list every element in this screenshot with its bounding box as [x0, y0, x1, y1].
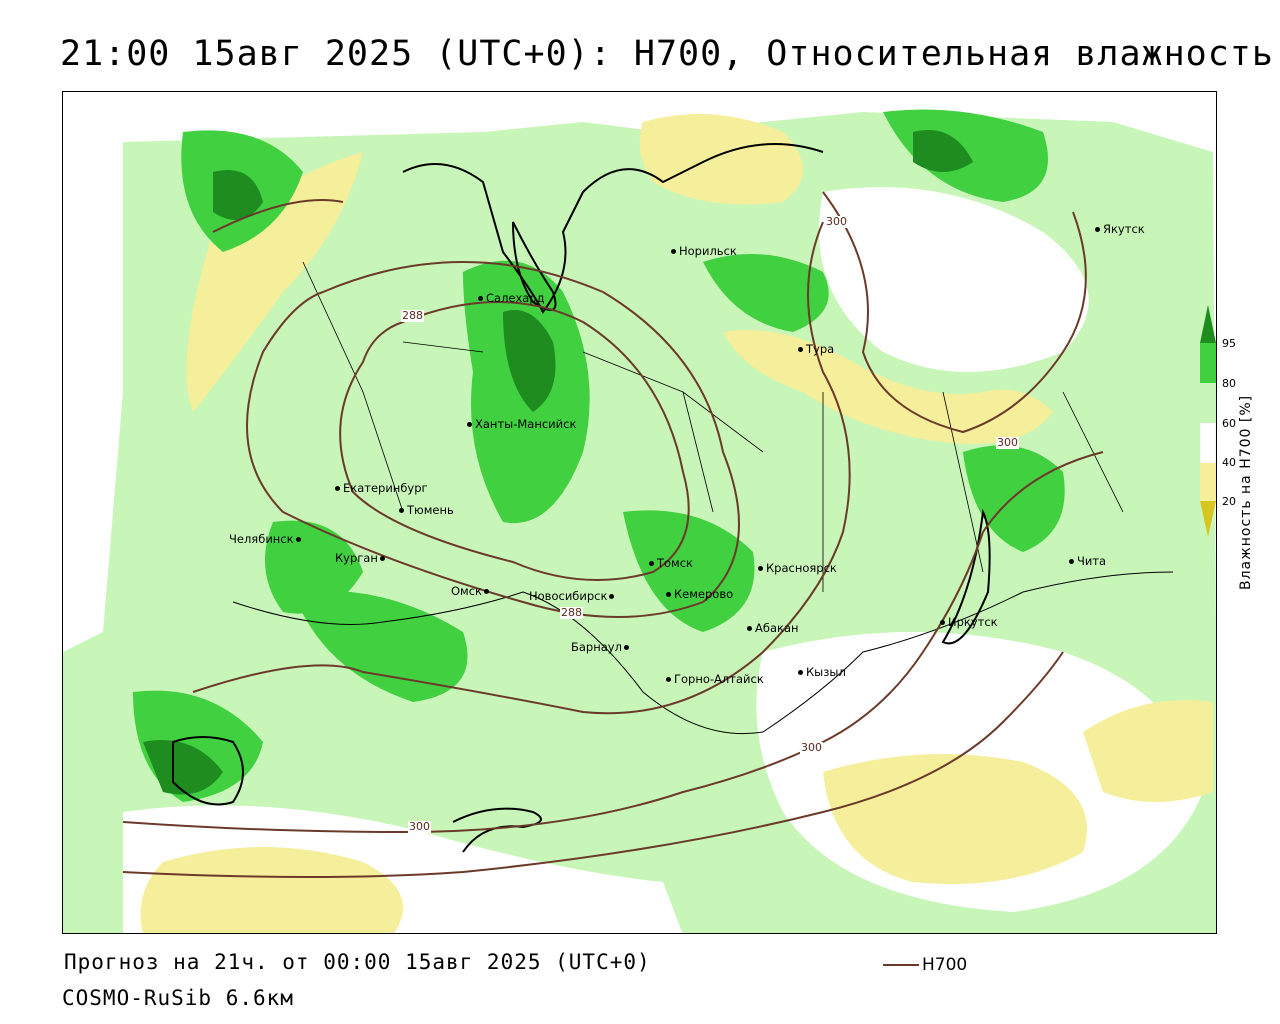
- humid-region-east: [963, 445, 1065, 552]
- contour-label: 288: [560, 606, 583, 619]
- city-yakutsk: Якутск: [1095, 222, 1145, 236]
- city-tyumen: Тюмень: [399, 503, 454, 517]
- border-russia-south: [232, 571, 1174, 735]
- contour-label: 300: [800, 741, 823, 754]
- colorbar-40-60: [1199, 422, 1217, 464]
- humid-region-putorana: [703, 254, 829, 332]
- colorbar-tick: 60: [1222, 417, 1236, 430]
- contour-300-a: [192, 199, 851, 715]
- colorbar-title: Влажность на H700 [%]: [1238, 394, 1254, 590]
- contour-label: 300: [996, 436, 1019, 449]
- h700-legend-label: H700: [922, 955, 968, 975]
- city-barnaul: Барнаул: [571, 640, 632, 654]
- colorbar-tick: 95: [1222, 337, 1236, 350]
- colorbar-tick: 40: [1222, 456, 1236, 469]
- very-humid-core-northeast: [913, 130, 973, 172]
- colorbar-80-95: [1200, 343, 1216, 383]
- city-gorno-altaysk: Горно-Алтайск: [666, 672, 764, 686]
- regional-borders: [302, 261, 1124, 592]
- city-norilsk: Норильск: [671, 244, 737, 258]
- contour-300-d: [822, 191, 1087, 434]
- colorbar-tick: 20: [1222, 495, 1236, 508]
- contour-288-inner: [339, 301, 690, 581]
- humidity-field: [63, 109, 1216, 933]
- model-name: COSMO-RuSib 6.6км: [62, 986, 294, 1010]
- city-omsk: Омск: [451, 584, 492, 598]
- h700-contours: [122, 191, 1104, 878]
- very-humid-core-northwest: [213, 170, 263, 220]
- city-khanty-mansiysk: Ханты-Мансийск: [467, 417, 576, 431]
- humidity-region-low-east: [819, 187, 1089, 372]
- city-irkutsk: Иркутск: [940, 615, 998, 629]
- contour-288-outer: [246, 261, 740, 618]
- humid-region-southwest-band: [293, 590, 468, 702]
- contour-label: 288: [401, 309, 424, 322]
- city-kyzyl: Кызыл: [798, 665, 846, 679]
- h700-legend-line: [883, 964, 919, 966]
- city-chelyabinsk: Челябинск: [229, 532, 304, 546]
- colorbar-below-20: [1200, 501, 1216, 537]
- dry-region-north: [639, 114, 803, 205]
- contour-300-b: [122, 451, 1104, 834]
- city-kurgan: Курган: [335, 551, 388, 565]
- contour-label: 300: [825, 215, 848, 228]
- city-kemerovo: Кемерово: [666, 587, 733, 601]
- coastline-arctic: [402, 143, 824, 314]
- humid-region-urals: [265, 520, 363, 614]
- contour-300-c: [122, 651, 1064, 878]
- humid-region-center: [623, 510, 755, 632]
- humidity-colorbar: [1199, 305, 1217, 541]
- dry-region-far-southeast: [1083, 700, 1213, 802]
- colorbar-swatches: [1199, 305, 1217, 537]
- city-novosibirsk: Новосибирск: [529, 589, 617, 603]
- contour-label: 300: [408, 820, 431, 833]
- colorbar-60-80: [1200, 383, 1216, 423]
- very-humid-core-ob: [503, 310, 556, 412]
- dry-region-southwest: [140, 847, 403, 933]
- city-tura: Тура: [798, 342, 834, 356]
- lake-balkhash: [452, 807, 542, 853]
- dry-region-southeast: [823, 754, 1087, 884]
- city-chita: Чита: [1069, 554, 1106, 568]
- city-yekaterinburg: Екатеринбург: [335, 481, 428, 495]
- colorbar-20-40: [1200, 463, 1216, 501]
- dry-region-northwest: [186, 152, 363, 412]
- city-salekhard: Салехард: [478, 291, 545, 305]
- city-tomsk: Томск: [649, 556, 693, 570]
- map-title: 21:00 15авг 2025 (UTC+0): H700, Относите…: [60, 34, 1274, 74]
- forecast-info: Прогноз на 21ч. от 00:00 15авг 2025 (UTC…: [64, 950, 651, 974]
- city-krasnoyarsk: Красноярск: [758, 561, 837, 575]
- caspian-shore: [172, 736, 244, 806]
- city-abakan: Абакан: [747, 621, 799, 635]
- very-humid-core-south: [143, 740, 223, 795]
- colorbar-tick: 80: [1222, 377, 1236, 390]
- humidity-map: 288 288 300 300 300 300 Якутск Норильск …: [62, 91, 1217, 934]
- lake-baikal: [941, 508, 991, 645]
- colorbar-above-95: [1200, 305, 1216, 343]
- dry-region-tura: [723, 330, 1053, 444]
